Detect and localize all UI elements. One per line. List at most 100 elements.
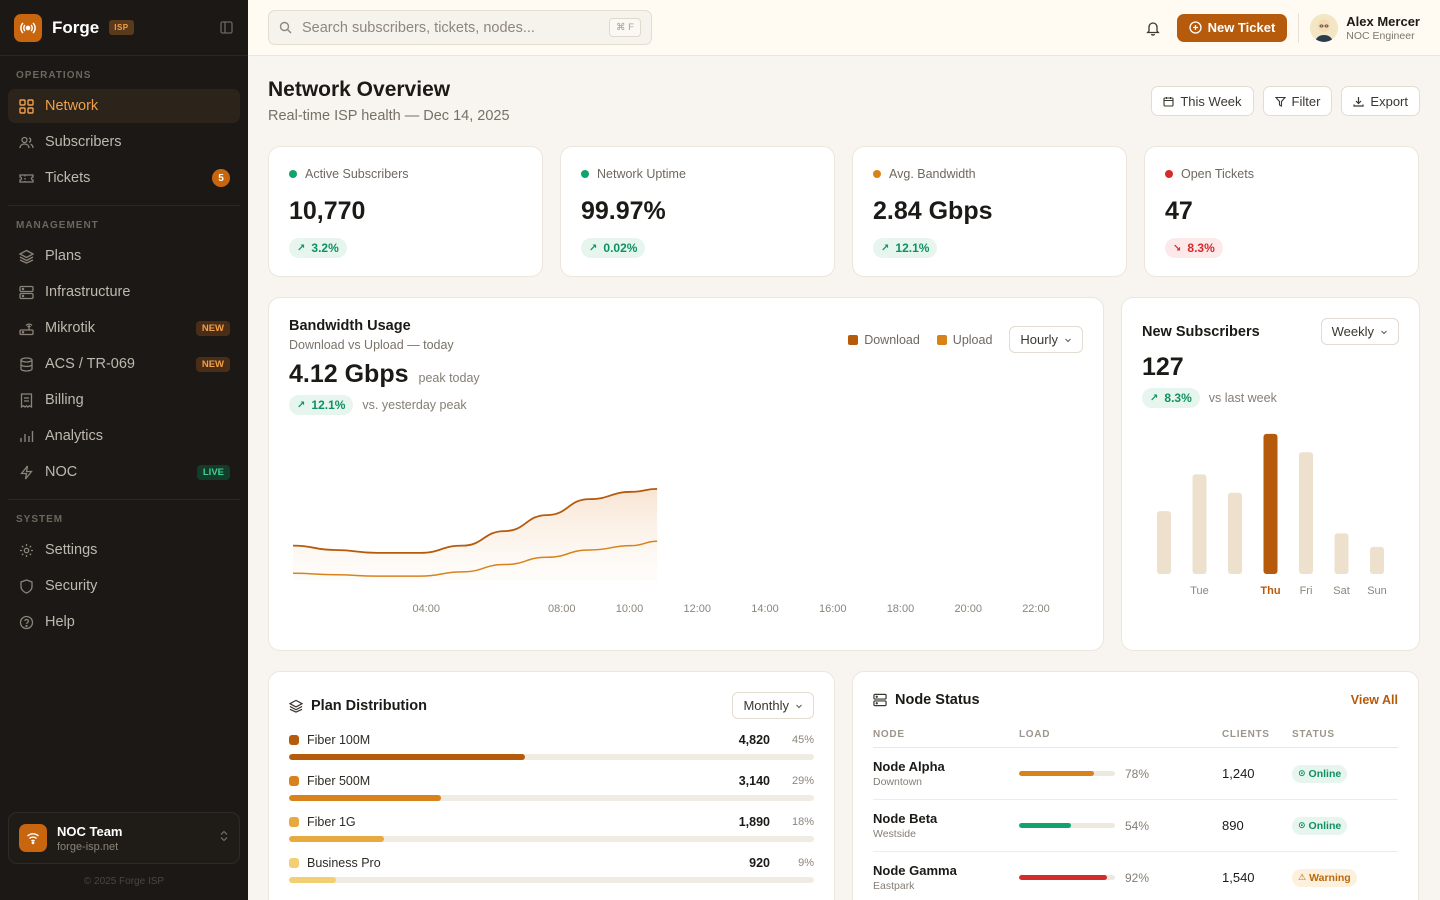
plan-swatch (289, 858, 299, 868)
subscribers-period-select[interactable]: Weekly (1320, 318, 1399, 345)
plan-fill (289, 836, 384, 842)
node-cell: Node Alpha Downtown (873, 747, 1019, 800)
status-label: Warning (1309, 871, 1351, 884)
plan-track (289, 754, 814, 760)
bar-sat (1334, 533, 1349, 574)
sidebar-item-security[interactable]: Security (8, 569, 240, 603)
user-role: NOC Engineer (1346, 29, 1415, 42)
col-node[interactable]: NODE (873, 722, 1019, 748)
node-location: Downtown (873, 776, 923, 788)
sidebar-item-tickets[interactable]: Tickets 5 (8, 161, 240, 195)
sidebar-item-plans[interactable]: Plans (8, 239, 240, 273)
bell-icon[interactable] (1143, 18, 1163, 38)
status-badge: ⊙ Online (1292, 764, 1348, 783)
sidebar-item-billing[interactable]: Billing (8, 383, 240, 417)
sidebar-item-label: Tickets (45, 170, 91, 186)
node-location: Eastpark (873, 880, 915, 892)
bandwidth-delta-row: ↗ 12.1% vs. yesterday peak (289, 389, 1083, 415)
team-switcher[interactable]: NOC Team forge-isp.net (8, 812, 240, 864)
plan-item[interactable]: Fiber 100M 4,820 45% (289, 733, 814, 760)
plan-name: Fiber 100M (307, 733, 371, 747)
load-fill (1019, 771, 1094, 776)
load-cell: 78% (1019, 747, 1222, 800)
sidebar-item-noc[interactable]: NOC LIVE (8, 455, 240, 489)
export-button[interactable]: Export (1341, 86, 1420, 116)
page-title: Network Overview (268, 78, 451, 101)
plan-pct: 9% (798, 857, 814, 869)
this-week-button[interactable]: This Week (1151, 86, 1254, 116)
plan-top: Business Pro 920 9% (289, 856, 814, 870)
filter-button[interactable]: Filter (1262, 86, 1333, 116)
sidebar-item-network[interactable]: Network (8, 89, 240, 123)
delta-note: vs last week (1208, 391, 1277, 405)
kpi-label: Active Subscribers (305, 167, 409, 181)
plan-item[interactable]: Fiber 1G 1,890 18% (289, 815, 814, 842)
legend-upload[interactable]: Upload (936, 332, 993, 347)
plan-count: 1,890 (738, 815, 770, 829)
status-dot (873, 170, 881, 178)
view-all-link[interactable]: View All (1350, 693, 1398, 707)
sidebar-item-analytics[interactable]: Analytics (8, 419, 240, 453)
sidebar-item-settings[interactable]: Settings (8, 533, 240, 567)
delta-value: 12.1% (895, 241, 930, 255)
bandwidth-title: Bandwidth Usage (289, 318, 411, 334)
sidebar-collapse-icon[interactable] (218, 20, 234, 36)
search-input[interactable]: Search subscribers, tickets, nodes... ⌘ … (268, 10, 652, 45)
plan-item[interactable]: Business Pro 920 9% (289, 856, 814, 883)
table-row[interactable]: Node Beta Westside 54% 890 ⊙ Online (873, 799, 1398, 852)
kpi-label-row: Active Subscribers (289, 167, 522, 181)
kpi-active-subscribers[interactable]: Active Subscribers 10,770 ↗ 3.2% (268, 146, 543, 277)
sidebar-item-mikrotik[interactable]: Mikrotik NEW (8, 311, 240, 345)
bar-chart-icon (18, 428, 34, 444)
plans-period-select[interactable]: Monthly (732, 692, 814, 719)
plan-distribution-header: Plan Distribution Monthly (289, 692, 814, 719)
table-row[interactable]: Node Gamma Eastpark 92% 1,540 ⚠ Warning (873, 851, 1398, 900)
export-label: Export (1370, 93, 1408, 109)
plan-fill (289, 877, 337, 883)
kpi-avg-bandwidth[interactable]: Avg. Bandwidth 2.84 Gbps ↗ 12.1% (852, 146, 1127, 277)
legend-download[interactable]: Download (848, 333, 920, 347)
page-subtitle: Real-time ISP health — Dec 14, 2025 (268, 108, 510, 124)
legend-label: Upload (952, 332, 993, 347)
search-icon (279, 21, 292, 34)
x-tick-label: Sat (1333, 585, 1350, 597)
col-load[interactable]: LOAD (1019, 722, 1222, 748)
sidebar-item-help[interactable]: Help (8, 605, 240, 639)
node-status-card: Node Status View All NODE LOAD CLIENTS S… (852, 671, 1419, 900)
col-clients[interactable]: CLIENTS (1222, 722, 1292, 748)
col-status[interactable]: STATUS (1292, 722, 1398, 748)
bandwidth-peak: 4.12 Gbps peak today (289, 360, 1083, 389)
plan-count: 920 (749, 856, 770, 870)
shield-icon (18, 578, 34, 594)
bandwidth-period-select[interactable]: Hourly (1009, 326, 1083, 353)
node-title-row: Node Status (873, 692, 980, 708)
live-badge: LIVE (196, 464, 230, 480)
user-info[interactable]: Alex Mercer NOC Engineer (1346, 14, 1420, 42)
avatar[interactable] (1310, 13, 1339, 42)
bar-thu (1263, 433, 1278, 574)
plan-title-row: Plan Distribution (289, 698, 427, 714)
plan-list: Fiber 100M 4,820 45% Fiber 500M 3,140 29% Fi… (289, 733, 814, 883)
plan-pct: 45% (791, 734, 814, 746)
node-location: Westside (873, 828, 916, 840)
brand-logo-icon[interactable] (14, 13, 42, 42)
sidebar-item-subscribers[interactable]: Subscribers (8, 125, 240, 159)
kpi-row: Active Subscribers 10,770 ↗ 3.2% Network … (268, 146, 1420, 277)
this-week-label: This Week (1180, 93, 1242, 109)
layers-icon (289, 699, 303, 713)
kpi-open-tickets[interactable]: Open Tickets 47 ↘ 8.3% (1144, 146, 1419, 277)
load-meter: 78% (1019, 767, 1222, 781)
plan-swatch (289, 776, 299, 786)
sidebar-item-label: NOC (45, 464, 78, 480)
table-row[interactable]: Node Alpha Downtown 78% 1,240 ⊙ Online (873, 747, 1398, 800)
ticket-icon (18, 170, 34, 186)
plan-top: Fiber 100M 4,820 45% (289, 733, 814, 747)
sidebar-item-acs[interactable]: ACS / TR-069 NEW (8, 347, 240, 381)
plan-item[interactable]: Fiber 500M 3,140 29% (289, 774, 814, 801)
charts-row: Bandwidth Usage Download vs Upload — tod… (268, 297, 1420, 651)
kpi-label-row: Network Uptime (581, 167, 814, 181)
delta-badge: ↗ 12.1% (289, 395, 354, 415)
kpi-network-uptime[interactable]: Network Uptime 99.97% ↗ 0.02% (560, 146, 835, 277)
sidebar-item-infrastructure[interactable]: Infrastructure (8, 275, 240, 309)
new-ticket-button[interactable]: New Ticket (1176, 13, 1288, 42)
